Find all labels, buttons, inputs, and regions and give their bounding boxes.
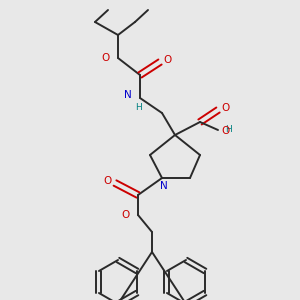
Text: H: H xyxy=(225,125,231,134)
Text: O: O xyxy=(103,176,111,186)
Text: O: O xyxy=(122,210,130,220)
Text: N: N xyxy=(160,181,168,191)
Text: O: O xyxy=(102,53,110,63)
Text: N: N xyxy=(124,90,132,100)
Text: O: O xyxy=(163,55,171,65)
Text: O: O xyxy=(221,126,229,136)
Text: H: H xyxy=(135,103,141,112)
Text: O: O xyxy=(221,103,229,113)
